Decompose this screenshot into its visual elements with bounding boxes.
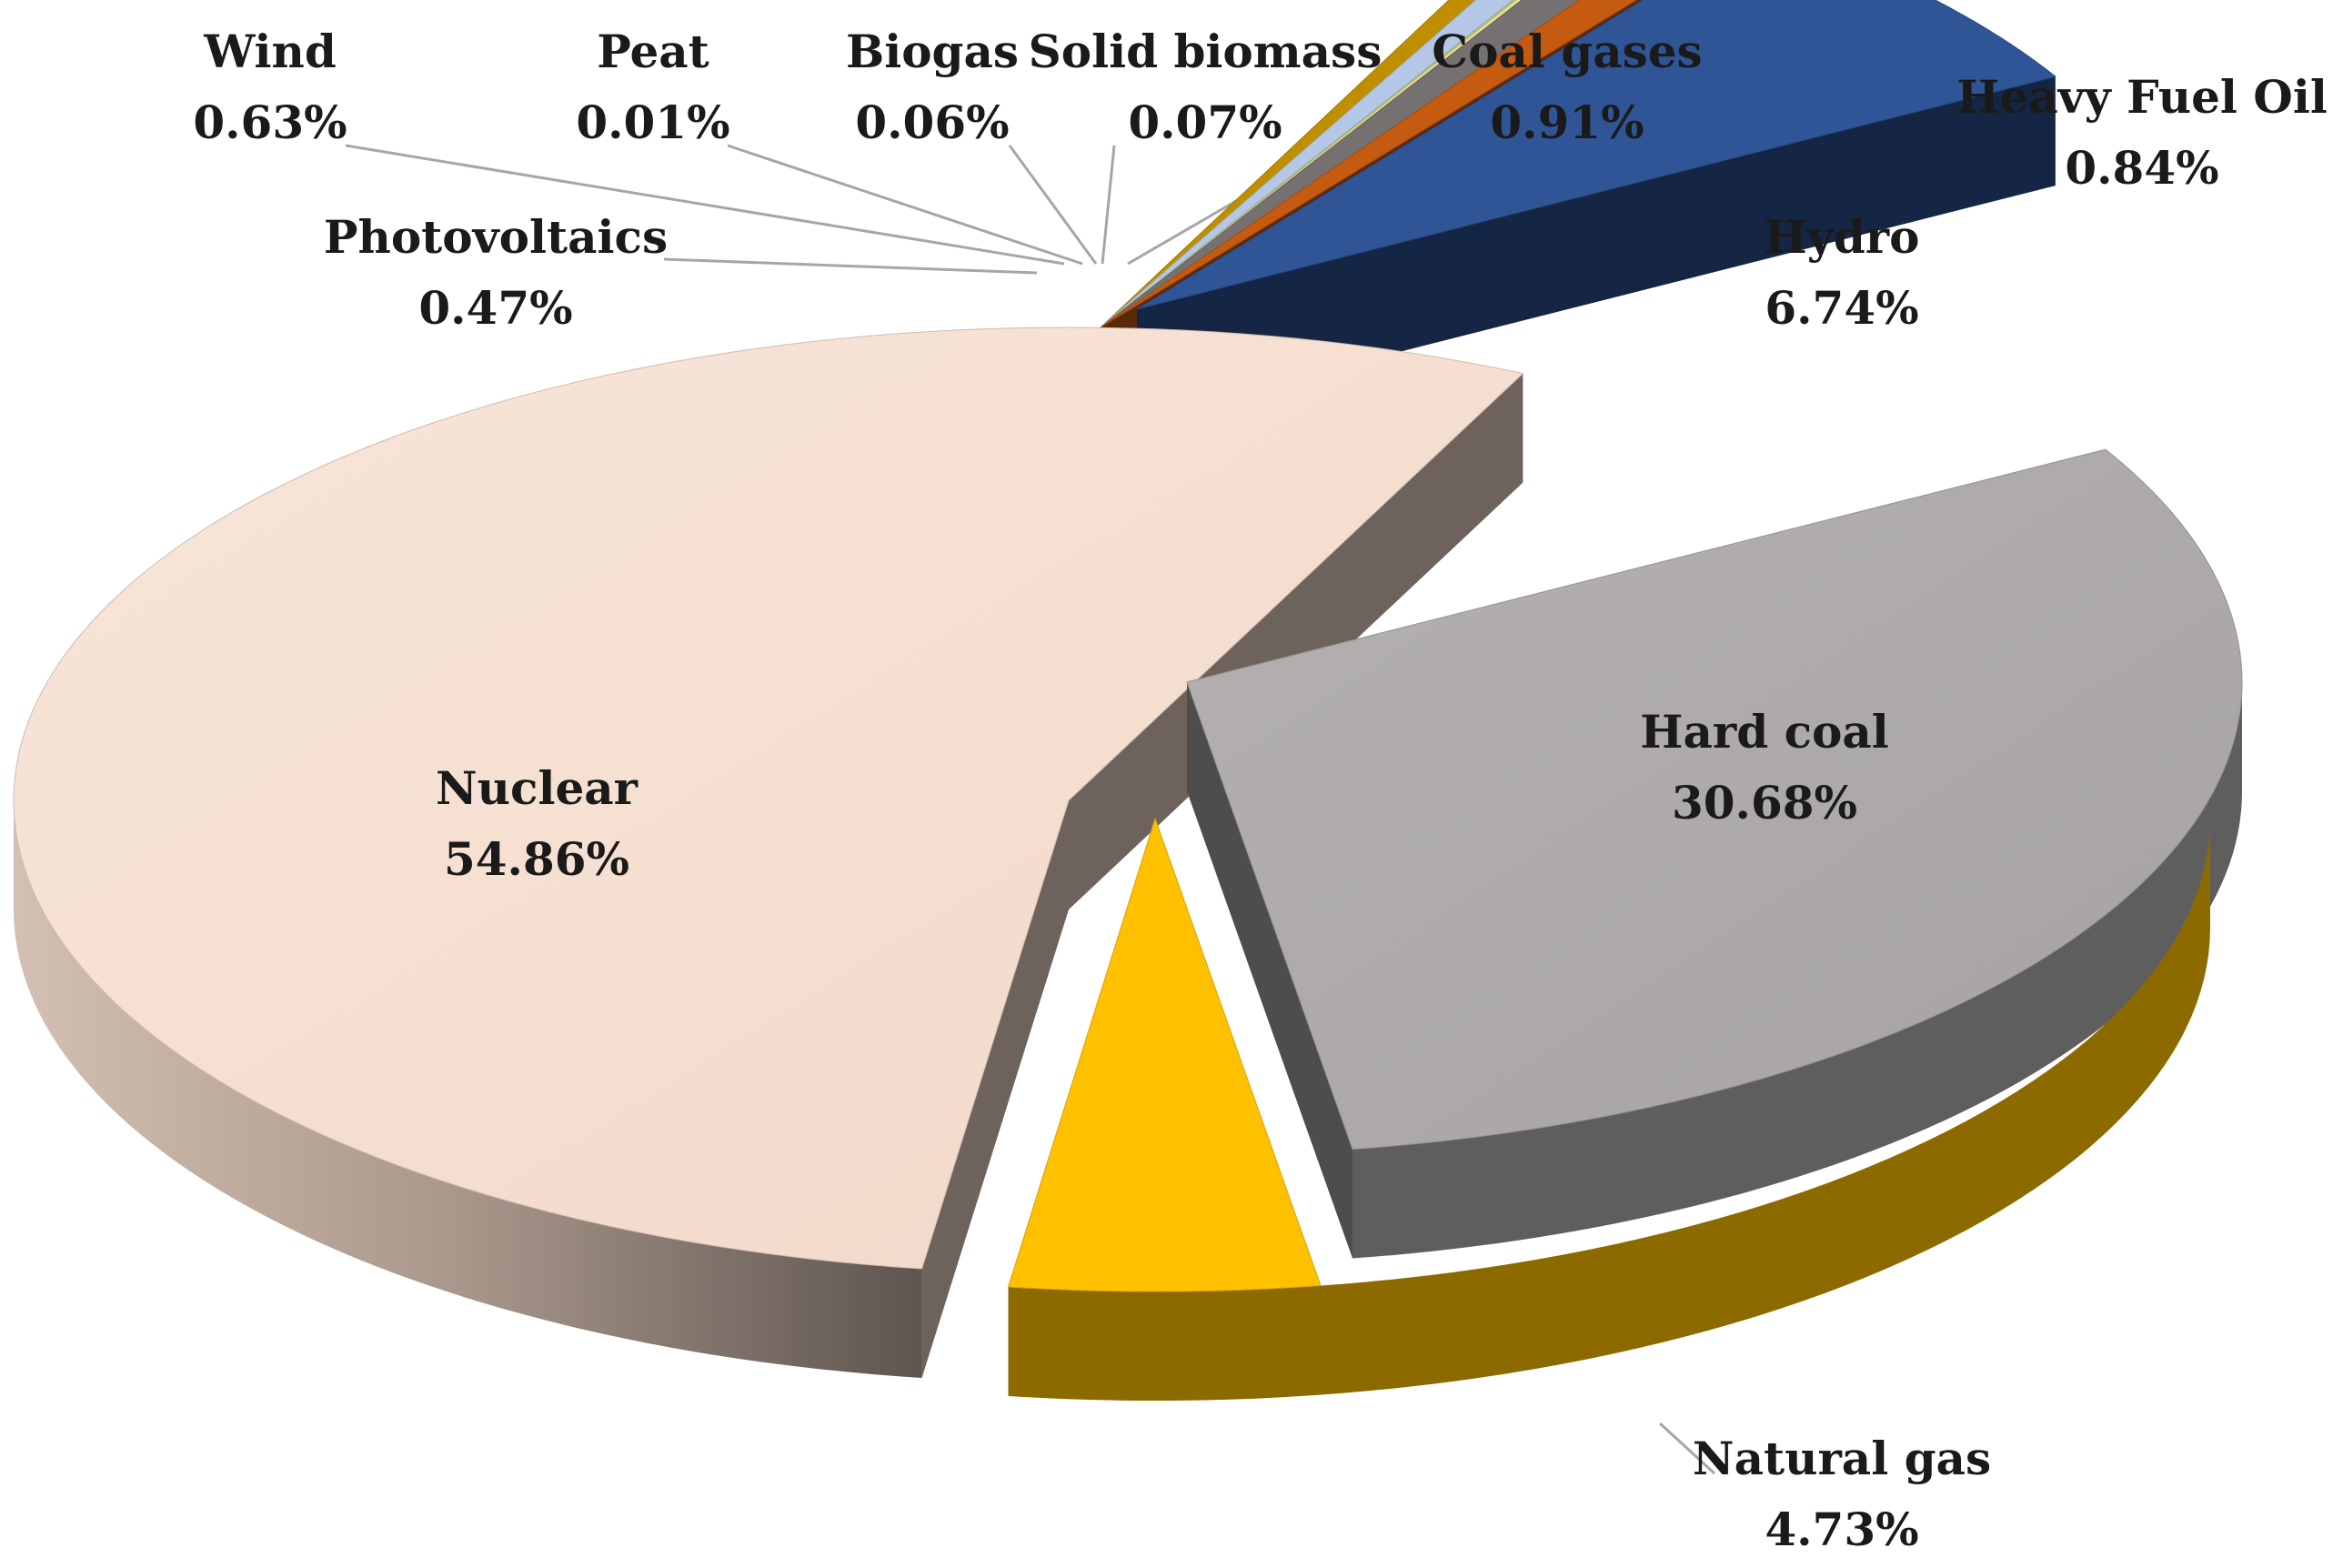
slice-top-face [1100, 0, 1638, 328]
label-wind: Wind 0.63% [193, 16, 347, 158]
label-wind-value: 0.63% [193, 95, 347, 149]
leader-peat [727, 144, 1083, 266]
slice-top-face [1007, 817, 1322, 1292]
slice-top-face [13, 327, 1524, 1270]
label-wind-name: Wind [204, 25, 337, 78]
label-biogas: Biogas 0.06% [846, 16, 1019, 158]
slice-outer-wall [1353, 682, 2242, 1259]
slice-hard-coal [1186, 448, 2243, 1259]
label-coal-gases-name: Coal gases [1432, 25, 1703, 78]
leader-natural-gas [1658, 1422, 1716, 1475]
label-heavy-fuel-oil-name: Heavy Fuel Oil [1956, 70, 2328, 124]
label-heavy-fuel-oil: Heavy Fuel Oil 0.84% [1956, 62, 2328, 204]
label-solid-biomass-name: Solid biomass [1028, 25, 1383, 78]
leader-solid-biomass [1101, 145, 1116, 265]
label-natural-gas-name: Natural gas [1692, 1432, 1992, 1485]
slice-top-face [1186, 448, 2243, 1151]
label-natural-gas: Natural gas 4.73% [1693, 1423, 1991, 1565]
label-biogas-value: 0.06% [855, 95, 1010, 149]
leader-photovoltaics [663, 257, 1038, 275]
slice-nuclear [13, 327, 1524, 1378]
label-hard-coal: Hard coal 30.68% [1640, 697, 1889, 839]
label-coal-gases: Coal gases 0.91% [1432, 16, 1702, 158]
label-nuclear-value: 54.86% [443, 832, 630, 886]
slice-side-wall [921, 800, 1069, 1378]
slice-top-face [1136, 0, 2056, 310]
label-natural-gas-value: 4.73% [1765, 1503, 1919, 1556]
label-coal-gases-value: 0.91% [1490, 95, 1644, 149]
leader-biogas [1008, 145, 1098, 265]
label-nuclear: Nuclear 54.86% [436, 753, 638, 895]
label-hydro-name: Hydro [1764, 210, 1920, 264]
slice-natural-gas [1007, 817, 2210, 1402]
pie-slices [13, 0, 2243, 1402]
slice-outer-wall [1008, 819, 2210, 1402]
leader-wind [345, 144, 1065, 266]
label-photovoltaics-value: 0.47% [418, 281, 573, 335]
slice-outer-wall [14, 800, 922, 1378]
label-photovoltaics: Photovoltaics 0.47% [324, 202, 668, 344]
label-photovoltaics-name: Photovoltaics [323, 210, 669, 264]
slice-side-wall [1069, 373, 1523, 910]
slice-side-wall [1137, 76, 2056, 419]
label-hard-coal-value: 30.68% [1671, 776, 1858, 829]
label-hard-coal-name: Hard coal [1640, 705, 1889, 759]
label-hydro-value: 6.74% [1765, 281, 1919, 335]
label-peat-name: Peat [597, 25, 709, 78]
label-nuclear-name: Nuclear [435, 761, 639, 815]
label-heavy-fuel-oil-value: 0.84% [2065, 141, 2219, 195]
label-biogas-name: Biogas [845, 25, 1020, 78]
label-solid-biomass-value: 0.07% [1128, 95, 1282, 149]
slice-side-wall [1187, 682, 1353, 1259]
slice-hydro [1136, 0, 2056, 419]
label-hydro: Hydro 6.74% [1765, 202, 1920, 344]
label-peat: Peat 0.01% [576, 16, 729, 158]
label-solid-biomass: Solid biomass 0.07% [1029, 16, 1383, 158]
label-peat-value: 0.01% [576, 95, 730, 149]
